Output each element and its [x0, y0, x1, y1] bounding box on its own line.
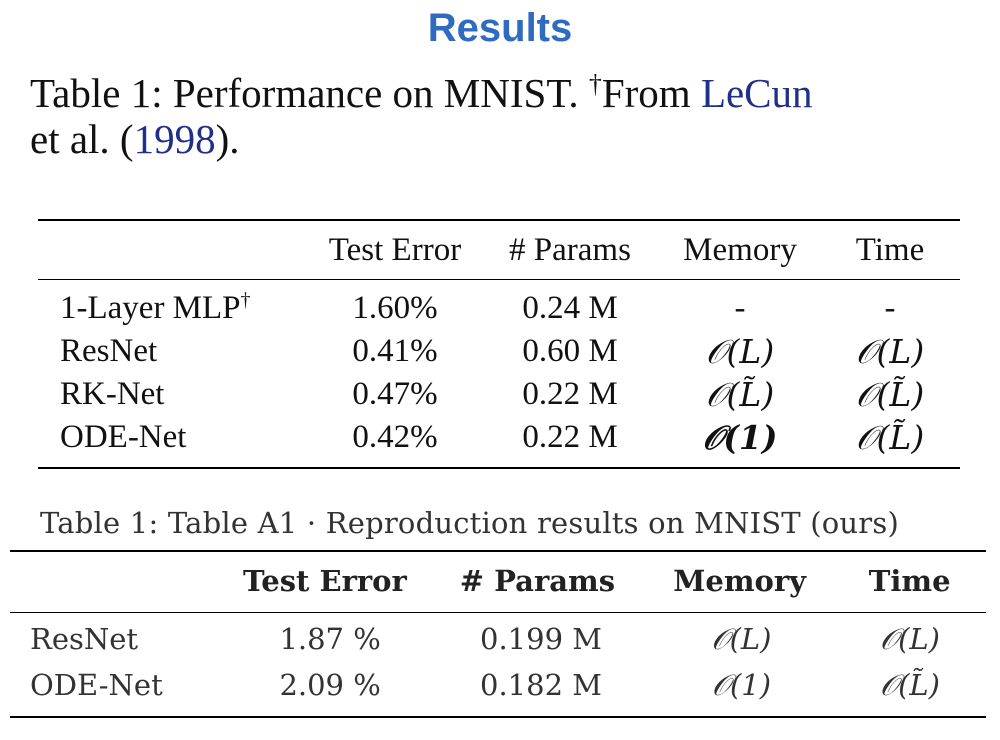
- header-test-error: Test Error: [221, 553, 429, 609]
- header-cell: [10, 553, 221, 609]
- table2-header-row: Test Error # Params Memory Time: [10, 553, 986, 609]
- caption-from: From: [602, 70, 701, 116]
- time: 𝒪(L): [820, 330, 960, 373]
- memory: 𝒪(L): [660, 330, 820, 373]
- table-row: ResNet 1.87 % 0.199 M 𝒪(L) 𝒪(L): [10, 616, 986, 662]
- memory: 𝒪(1): [649, 662, 834, 708]
- table2-caption: Table 1: Table A1 · Reproduction results…: [40, 506, 899, 540]
- memory: 𝒪(L̃): [660, 373, 820, 416]
- model-name: ResNet: [40, 330, 310, 373]
- model-name: ODE-Net: [40, 416, 310, 459]
- header-test-error: Test Error: [310, 221, 480, 279]
- params: 0.22 M: [480, 373, 660, 416]
- memory: -: [660, 287, 820, 330]
- model-label: 1-Layer MLP: [60, 290, 241, 326]
- params: 0.182 M: [433, 662, 649, 708]
- header-cell: [40, 221, 310, 279]
- header-memory: Memory: [646, 553, 833, 609]
- time: -: [820, 287, 960, 330]
- time: 𝒪(L̃): [820, 416, 960, 459]
- header-memory: Memory: [660, 221, 820, 279]
- header-time: Time: [820, 221, 960, 279]
- test-error: 1.60%: [310, 287, 480, 330]
- table2-body: ResNet 1.87 % 0.199 M 𝒪(L) 𝒪(L) ODE-Net …: [10, 616, 986, 708]
- header-params: # Params: [429, 553, 646, 609]
- test-error: 0.41%: [310, 330, 480, 373]
- table-row: 1-Layer MLP† 1.60% 0.24 M - -: [40, 287, 960, 330]
- test-error: 1.87 %: [227, 616, 433, 662]
- header-params: # Params: [480, 221, 660, 279]
- table2-top-rule: [10, 550, 986, 552]
- params: 0.24 M: [480, 287, 660, 330]
- params: 0.22 M: [480, 416, 660, 459]
- citation-year-link[interactable]: 1998: [134, 116, 216, 162]
- dagger-mark: †: [241, 289, 251, 311]
- table2: Test Error # Params Memory Time: [10, 553, 986, 609]
- time: 𝒪(L): [834, 616, 986, 662]
- params: 0.199 M: [433, 616, 649, 662]
- table-row: ODE-Net 0.42% 0.22 M 𝒪(1) 𝒪(L̃): [40, 416, 960, 459]
- table1-header-row: Test Error # Params Memory Time: [40, 221, 960, 279]
- caption-suffix: ).: [216, 116, 240, 162]
- table2-mid-rule: [10, 612, 986, 613]
- header-time: Time: [833, 553, 986, 609]
- memory: 𝒪(1): [660, 416, 820, 459]
- model-name: ODE-Net: [10, 662, 227, 708]
- citation-author-link[interactable]: LeCun: [701, 70, 813, 116]
- table1-caption: Table 1: Performance on MNIST. †From LeC…: [30, 70, 970, 162]
- model-name: ResNet: [10, 616, 227, 662]
- model-name: RK-Net: [40, 373, 310, 416]
- model-name: 1-Layer MLP†: [40, 287, 310, 330]
- time: 𝒪(L̃): [834, 662, 986, 708]
- params: 0.60 M: [480, 330, 660, 373]
- test-error: 2.09 %: [227, 662, 433, 708]
- test-error: 0.47%: [310, 373, 480, 416]
- test-error: 0.42%: [310, 416, 480, 459]
- time: 𝒪(L̃): [820, 373, 960, 416]
- table1-bottom-rule: [38, 467, 960, 469]
- table-row: ODE-Net 2.09 % 0.182 M 𝒪(1) 𝒪(L̃): [10, 662, 986, 708]
- table-row: ResNet 0.41% 0.60 M 𝒪(L) 𝒪(L): [40, 330, 960, 373]
- table-row: RK-Net 0.47% 0.22 M 𝒪(L̃) 𝒪(L̃): [40, 373, 960, 416]
- table1-body: 1-Layer MLP† 1.60% 0.24 M - - ResNet 0.4…: [40, 287, 960, 459]
- dagger-mark: †: [589, 69, 602, 98]
- caption-etal: et al. (: [30, 116, 134, 162]
- memory: 𝒪(L): [649, 616, 834, 662]
- table1: Test Error # Params Memory Time: [40, 221, 960, 279]
- slide-title: Results: [0, 6, 1000, 51]
- caption-prefix: Table 1: Performance on MNIST.: [30, 70, 589, 116]
- table2-bottom-rule: [10, 716, 986, 718]
- table1-mid-rule: [38, 279, 960, 280]
